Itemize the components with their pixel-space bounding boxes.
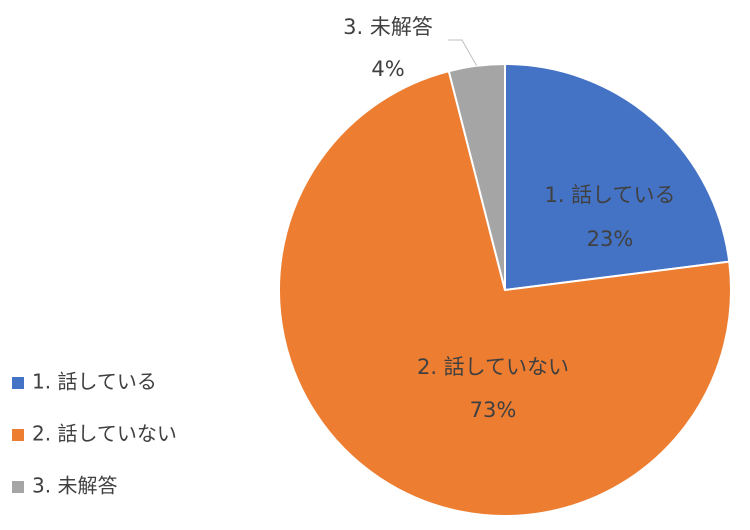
pie-slice [278, 69, 732, 517]
leader-line [448, 39, 478, 67]
legend-swatch [12, 481, 24, 493]
slice-value-label: 23% [587, 227, 634, 251]
legend-label: 3. 未解答 [32, 474, 117, 498]
slice-label: 1. 話している [544, 183, 675, 207]
legend-label: 2. 話していない [32, 422, 177, 446]
slice-value-label: 73% [470, 398, 517, 422]
legend-swatch [12, 429, 24, 441]
legend-label: 1. 話している [32, 370, 157, 394]
pie-slice [504, 62, 731, 292]
slice-label: 3. 未解答 [343, 15, 433, 39]
legend-swatch [12, 377, 24, 389]
pie-slice [447, 62, 506, 291]
slice-label: 2. 話していない [417, 355, 569, 379]
slice-value-label: 4% [371, 57, 404, 81]
